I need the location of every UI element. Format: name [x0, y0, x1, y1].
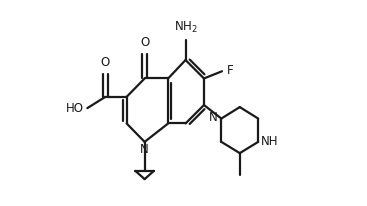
Text: O: O: [101, 56, 110, 69]
Text: N: N: [140, 143, 149, 156]
Text: O: O: [140, 36, 149, 49]
Text: NH: NH: [261, 135, 279, 148]
Text: NH$_2$: NH$_2$: [174, 20, 197, 35]
Text: HO: HO: [66, 102, 84, 115]
Text: F: F: [227, 64, 234, 77]
Text: N: N: [209, 111, 218, 124]
